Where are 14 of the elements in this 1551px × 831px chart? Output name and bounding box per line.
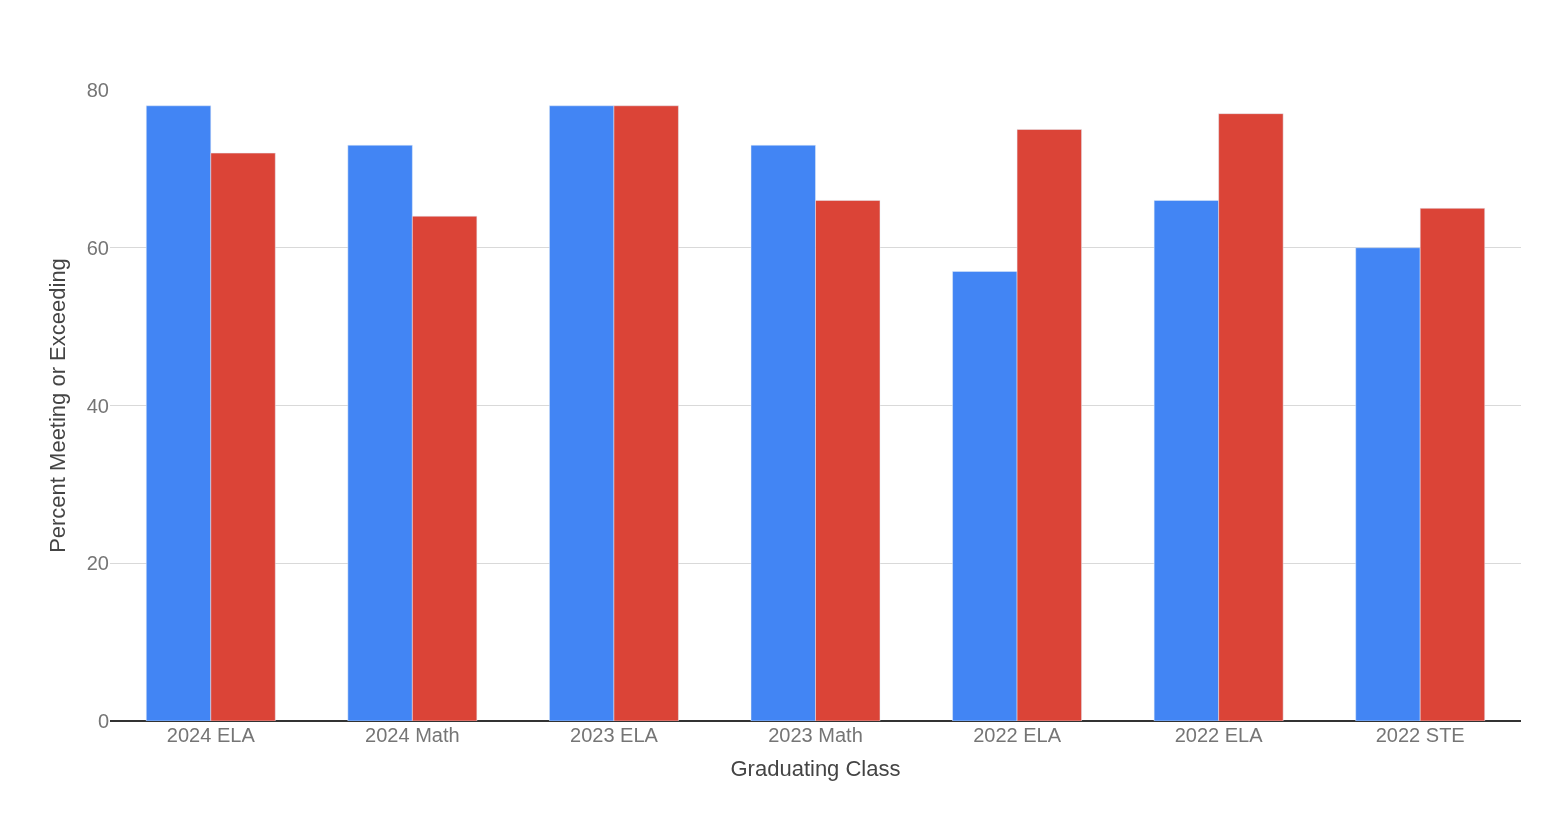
y-tick-label: 0 [97, 710, 109, 732]
y-tick-label: 80 [86, 79, 109, 101]
x-axis-title: Graduating Class [730, 755, 901, 781]
x-tick-label: 2023 Math [768, 724, 863, 746]
y-tick-label: 40 [86, 394, 109, 417]
y-tick-label: 20 [86, 552, 109, 575]
x-tick-label: 2024 ELA [166, 724, 256, 746]
x-tick-label: 2024 Math [365, 724, 460, 746]
y-axis-title: Percent Meeting or Exceeding [44, 258, 70, 553]
y-tick-label: 60 [86, 236, 109, 259]
x-tick-label: 2023 ELA [570, 724, 659, 746]
x-tick-label: 2022 ELA [1174, 724, 1264, 746]
x-tick-label: 2022 STE [1375, 724, 1465, 746]
x-tick-label: 2022 ELA [973, 724, 1062, 746]
